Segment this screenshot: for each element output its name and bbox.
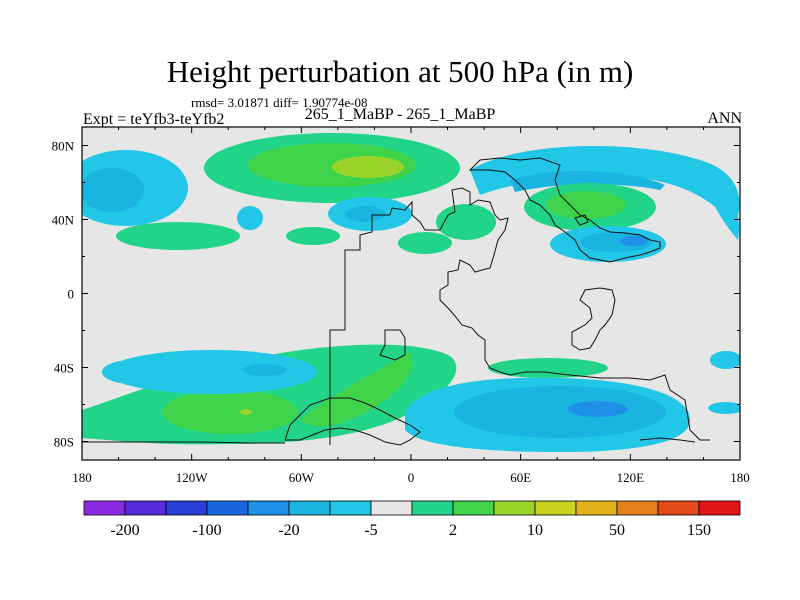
experiment-label: Expt = teYfb3-teYfb2	[83, 111, 225, 128]
contour-south-pacific-inner	[162, 390, 298, 434]
colorbar-swatch	[329, 500, 372, 516]
colorbar-swatch	[493, 500, 536, 516]
colorbar-swatch	[206, 500, 249, 516]
colorbar-swatch	[124, 500, 167, 516]
contour-west-mid	[116, 222, 240, 250]
contour-sp-west-outer	[107, 350, 317, 394]
colorbar-swatch	[657, 500, 700, 516]
colorbar-label: -20	[278, 522, 299, 539]
x-tick-label: 120E	[617, 470, 645, 485]
x-tick-label: 60W	[289, 470, 315, 485]
colorbar-label: -5	[364, 522, 377, 539]
colorbar-swatch	[83, 500, 126, 516]
y-tick-label: 80S	[54, 435, 74, 450]
contour-small-blob-2	[286, 227, 340, 245]
colorbar-label: 10	[527, 522, 543, 539]
colorbar-swatch	[698, 500, 741, 516]
colorbar-swatch	[534, 500, 577, 516]
chart-title: Height perturbation at 500 hPa (in m)	[166, 54, 634, 89]
season-label: ANN	[707, 110, 742, 127]
chart-subtitle: rmsd= 3.01871 diff= 1.90774e-08	[191, 95, 368, 110]
x-tick-label: 60E	[510, 470, 531, 485]
colorbar-swatch	[165, 500, 208, 516]
contour-europe-green	[436, 204, 496, 240]
colorbar-swatch	[370, 500, 413, 516]
contour-sp-west-edge	[102, 360, 162, 384]
contour-small-blob-1	[237, 206, 263, 230]
contour-asia-core	[620, 236, 648, 246]
contour-east-south-blob-2	[708, 402, 740, 414]
contour-sp-west-inner	[243, 364, 287, 376]
colorbar-swatch	[452, 500, 495, 516]
contour-south-pacific-core	[240, 409, 252, 415]
contour-south-indian-inner	[454, 386, 666, 438]
y-axis: 80N 40N 0 40S 80S	[52, 139, 740, 450]
contour-europe-small	[398, 232, 452, 254]
x-tick-label: 180	[72, 470, 92, 485]
contour-north-pacific-core	[332, 156, 404, 178]
colorbar-swatch	[575, 500, 618, 516]
contour-atlantic-north-inner	[345, 206, 385, 222]
y-tick-label: 0	[68, 287, 75, 302]
contour-eurasia-north	[470, 146, 740, 225]
x-axis: 180 120W 60W 0 60E 120E 180	[72, 127, 750, 485]
contour-south-atlantic-green	[300, 352, 413, 427]
period-label: 265_1_MaBP - 265_1_MaBP	[304, 106, 496, 123]
y-tick-label: 80N	[52, 139, 75, 154]
colorbar-label: -200	[110, 522, 139, 539]
x-tick-label: 180	[730, 470, 750, 485]
colorbar-label: 50	[609, 522, 625, 539]
contour-eurasia-green-inner	[546, 191, 626, 219]
colorbar: -200 -100 -20 -5 2 10 50 150	[83, 500, 741, 539]
contour-south-indian-core	[568, 401, 628, 417]
colorbar-label: 150	[687, 522, 711, 539]
contour-east-south-blob	[710, 351, 740, 369]
colorbar-label: -100	[192, 522, 221, 539]
contour-eurasia-belt	[510, 170, 665, 192]
y-tick-label: 40S	[54, 361, 74, 376]
contour-south-indian-belt	[488, 358, 608, 378]
colorbar-swatch	[247, 500, 290, 516]
y-tick-label: 40N	[52, 213, 75, 228]
contour-west-north-inner	[82, 168, 144, 212]
colorbar-swatch	[411, 500, 454, 516]
x-tick-label: 120W	[176, 470, 209, 485]
colorbar-swatch	[616, 500, 659, 516]
colorbar-label: 2	[449, 522, 457, 539]
contour-fills	[82, 133, 740, 452]
x-tick-label: 0	[408, 470, 415, 485]
colorbar-swatch	[288, 500, 331, 516]
coastlines	[82, 157, 710, 446]
contour-east-edge	[700, 175, 740, 240]
